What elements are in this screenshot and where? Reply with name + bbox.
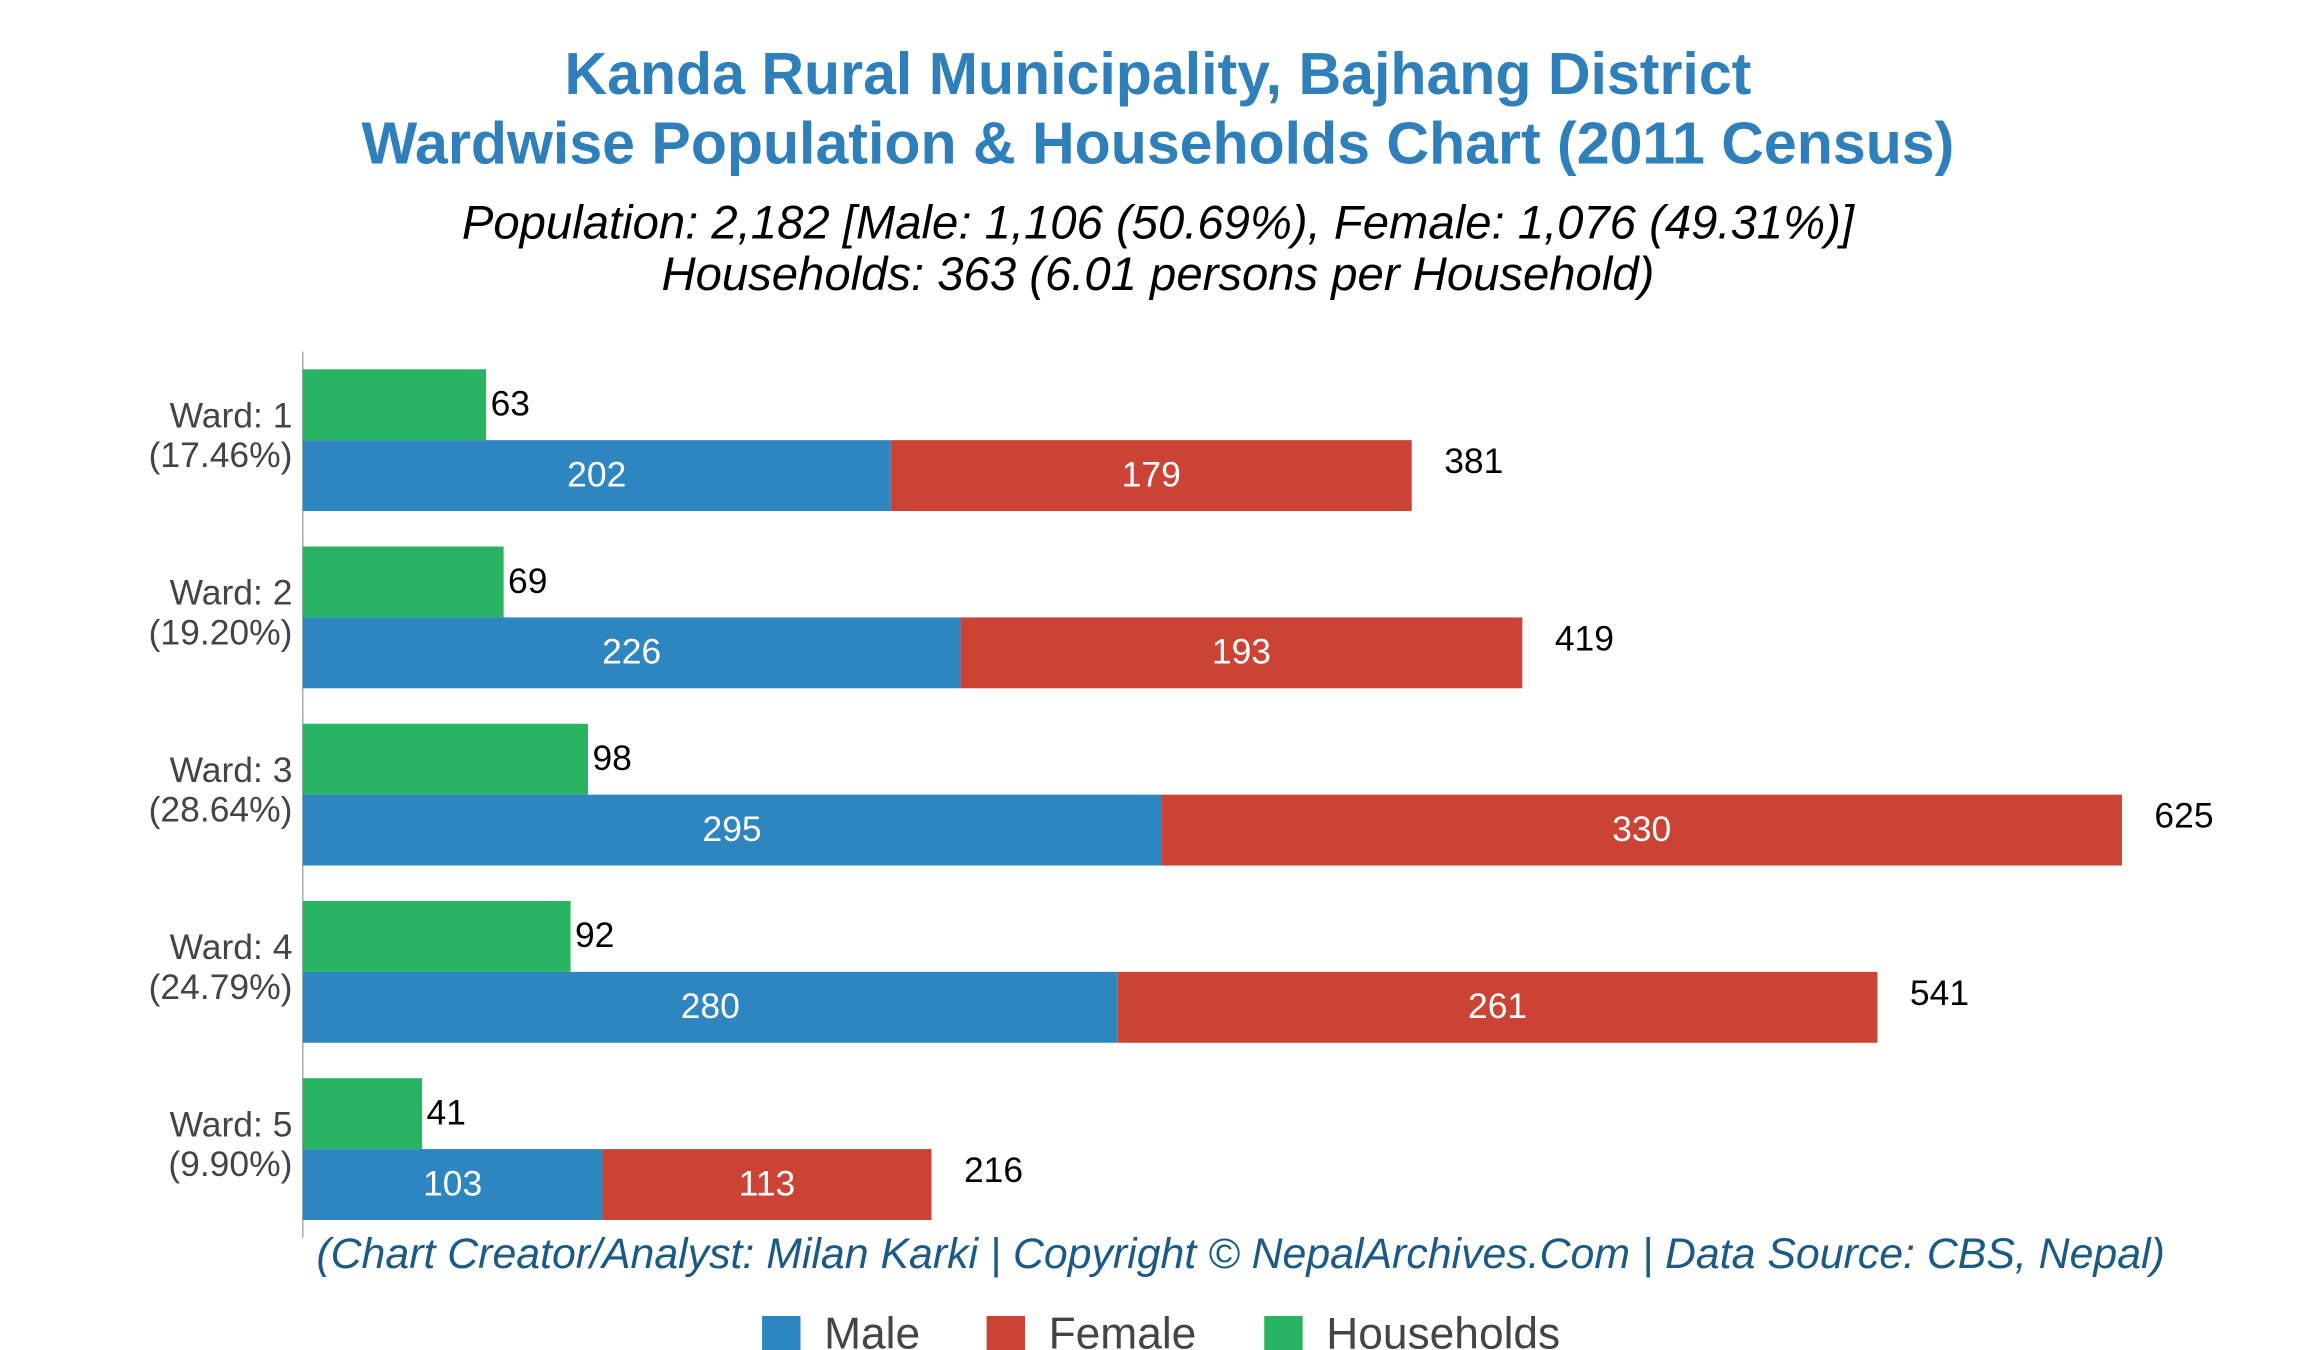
data-label: 63 (491, 384, 530, 424)
y-tick-label: Ward: 1 (170, 395, 293, 435)
y-tick-label: (24.79%) (149, 967, 293, 1007)
bar (302, 440, 891, 512)
bar (302, 971, 1118, 1043)
total-label: 541 (1910, 973, 1969, 1013)
bar (890, 440, 1412, 512)
data-label: 179 (1122, 454, 1181, 494)
bar (302, 546, 504, 618)
bar (302, 1149, 603, 1220)
bar (960, 617, 1523, 689)
chart-subtitle: Households: 363 (6.01 persons per Househ… (661, 248, 1654, 301)
bar (302, 369, 487, 441)
data-label: 103 (423, 1163, 482, 1203)
data-label: 226 (602, 632, 661, 672)
chart-title: Wardwise Population & Households Chart (… (362, 110, 1955, 176)
bar (302, 723, 589, 795)
y-tick-label: (19.20%) (149, 612, 293, 652)
data-label: 295 (703, 809, 762, 849)
chart-subtitle: Population: 2,182 [Male: 1,106 (50.69%),… (462, 196, 1856, 249)
bar (302, 1078, 423, 1150)
bar (302, 900, 571, 972)
legend-swatch (986, 1315, 1025, 1350)
legend-label: Female (1049, 1309, 1197, 1350)
bar (302, 794, 1162, 866)
chart-title: Kanda Rural Municipality, Bajhang Distri… (564, 41, 1751, 107)
data-label: 92 (575, 915, 614, 955)
bar (302, 617, 961, 689)
data-label: 330 (1612, 809, 1671, 849)
total-label: 381 (1444, 441, 1503, 481)
y-tick-label: (28.64%) (149, 790, 293, 830)
legend-swatch (762, 1315, 801, 1350)
total-label: 216 (964, 1150, 1023, 1190)
legend-label: Households (1326, 1309, 1560, 1350)
bar (1161, 794, 2122, 866)
bar (1117, 971, 1878, 1043)
legend-label: Male (824, 1309, 920, 1350)
y-tick-label: Ward: 2 (170, 573, 293, 613)
data-label: 41 (427, 1092, 466, 1132)
y-tick-label: (17.46%) (149, 435, 293, 475)
bar (602, 1149, 932, 1220)
total-label: 625 (2154, 796, 2213, 836)
data-label: 261 (1468, 986, 1527, 1026)
data-label: 280 (681, 986, 740, 1026)
data-label: 98 (592, 738, 631, 778)
data-label: 69 (508, 561, 547, 601)
y-tick-label: Ward: 3 (170, 750, 293, 790)
data-label: 193 (1212, 632, 1271, 672)
y-tick-label: Ward: 4 (170, 927, 293, 967)
note: (Chart Creator/Analyst: Milan Karki | Co… (316, 1230, 2165, 1278)
legend-swatch (1264, 1315, 1303, 1350)
data-label: 113 (739, 1163, 796, 1203)
data-label: 202 (567, 454, 626, 494)
y-tick-label: (9.90%) (168, 1144, 292, 1184)
total-label: 419 (1555, 618, 1614, 658)
y-tick-label: Ward: 5 (170, 1104, 293, 1144)
